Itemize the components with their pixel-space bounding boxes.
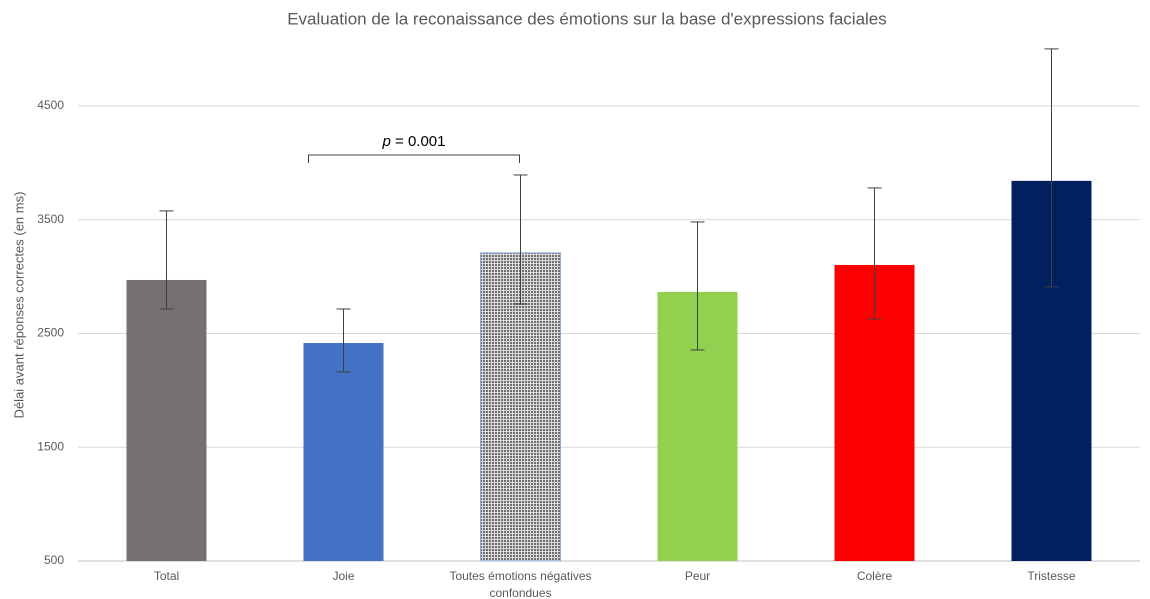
error-bar [159, 210, 174, 310]
error-bar [1044, 48, 1059, 288]
significance-bracket [308, 154, 520, 163]
x-tick-label: Peur [684, 569, 711, 583]
y-axis-label: Délai avant réponses correctes (en ms) [11, 192, 26, 419]
bar [303, 343, 384, 561]
annotation-text: = 0.001 [391, 133, 446, 150]
x-tick-label: Joie [332, 569, 355, 583]
x-tick-label: Colère [856, 569, 893, 583]
y-tick-label: 4500 [37, 98, 64, 112]
y-tick-label: 500 [44, 553, 64, 567]
bar [126, 279, 207, 561]
error-bar [336, 308, 351, 373]
error-bar [690, 221, 705, 351]
error-bar [867, 187, 882, 320]
error-bar [513, 174, 528, 305]
y-tick-label: 1500 [37, 439, 64, 453]
chart-title: Evaluation de la reconaissance des émoti… [287, 9, 887, 28]
x-tick-label: Total [153, 569, 180, 583]
annotation: p = 0.001 [382, 133, 446, 150]
x-tick-label: Toutes émotions négatives confondues [449, 569, 592, 599]
y-tick-label: 3500 [37, 212, 64, 226]
annotation-italic: p [382, 133, 391, 150]
y-tick-label: 2500 [37, 326, 64, 340]
x-tick-label: Tristesse [1027, 569, 1076, 583]
